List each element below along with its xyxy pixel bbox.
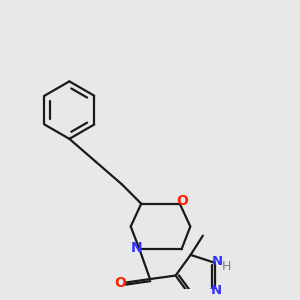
Text: O: O (176, 194, 188, 208)
Text: O: O (114, 276, 126, 289)
Text: N: N (211, 284, 222, 297)
Text: N: N (212, 255, 223, 268)
Text: N: N (131, 241, 143, 254)
Text: H: H (221, 260, 231, 273)
